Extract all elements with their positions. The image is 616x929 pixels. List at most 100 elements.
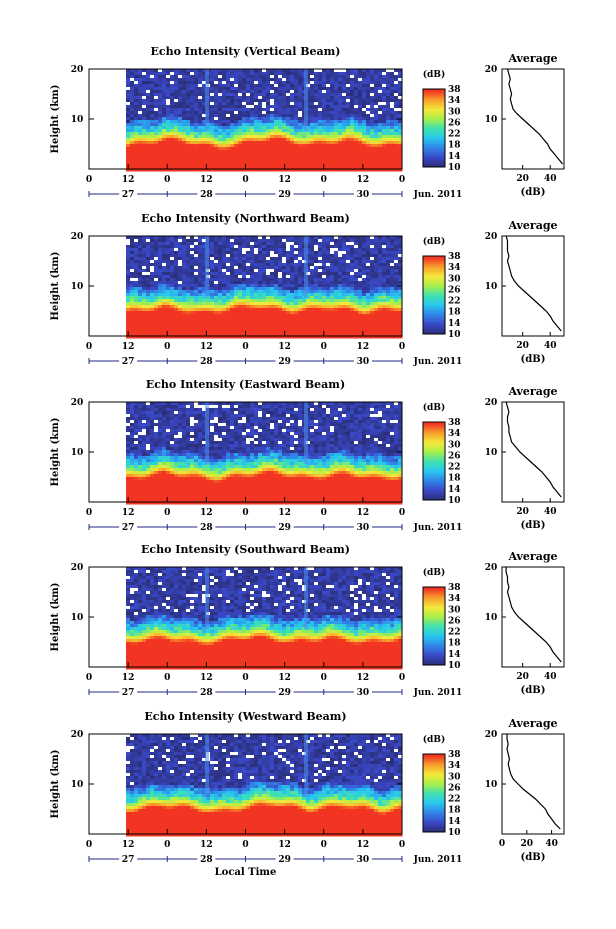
heatmap-cell xyxy=(350,120,355,124)
heatmap-cell xyxy=(342,87,347,91)
heatmap-cell xyxy=(206,147,211,151)
heatmap-cell xyxy=(378,293,383,297)
heatmap-cell xyxy=(294,293,299,297)
heatmap-cell xyxy=(270,248,275,252)
heatmap-cell xyxy=(142,266,147,270)
heatmap-cell xyxy=(314,242,319,246)
heatmap-cell xyxy=(242,135,247,139)
heatmap-cell xyxy=(278,239,283,243)
heatmap-cell xyxy=(326,281,331,285)
heatmap-cell xyxy=(282,308,287,312)
heatmap-cell xyxy=(214,81,219,85)
heatmap-cell xyxy=(178,302,183,306)
heatmap-cell xyxy=(258,281,263,285)
heatmap-cell xyxy=(354,311,359,315)
heatmap-cell xyxy=(370,311,375,315)
heatmap-cell xyxy=(282,302,287,306)
colorbar-band xyxy=(423,259,445,263)
heatmap-cell xyxy=(178,162,183,166)
heatmap-cell xyxy=(386,102,391,106)
heatmap-cell xyxy=(298,314,303,318)
heatmap-cell xyxy=(198,302,203,306)
heatmap-cell xyxy=(330,150,335,154)
heatmap-cell xyxy=(262,126,267,130)
heatmap-cell xyxy=(182,299,187,303)
heatmap-cell xyxy=(170,138,175,142)
heatmap-cell xyxy=(286,69,291,73)
heatmap-cell xyxy=(126,429,131,433)
heatmap-cell xyxy=(222,317,227,321)
heatmap-cell xyxy=(190,269,195,273)
heatmap-cell xyxy=(290,102,295,106)
heatmap-cell xyxy=(330,293,335,297)
heatmap-cell xyxy=(270,72,275,76)
heatmap-cell xyxy=(214,254,219,258)
heatmap-cell xyxy=(226,126,231,130)
heatmap-cell xyxy=(134,159,139,163)
heatmap-cell xyxy=(374,93,379,97)
heatmap-cell xyxy=(178,156,183,160)
heatmap-cell xyxy=(210,236,215,240)
heatmap-cell xyxy=(146,266,151,270)
heatmap-cell xyxy=(146,326,151,330)
heatmap-cell xyxy=(126,138,131,142)
heatmap-cell xyxy=(134,81,139,85)
heatmap-cell xyxy=(130,251,135,255)
heatmap-cell xyxy=(314,138,319,142)
heatmap-cell xyxy=(246,260,251,264)
heatmap-cell xyxy=(394,117,399,121)
heatmap-cell xyxy=(154,272,159,276)
heatmap-cell xyxy=(262,266,267,270)
heatmap-cell xyxy=(318,123,323,127)
heatmap-cell xyxy=(250,323,255,327)
heatmap-cell xyxy=(266,105,271,109)
heatmap-cell xyxy=(342,335,347,339)
heatmap-cell xyxy=(326,263,331,267)
heatmap-cell xyxy=(370,144,375,148)
heatmap-cell xyxy=(370,78,375,82)
heatmap-cell xyxy=(162,260,167,264)
heatmap-cell xyxy=(214,320,219,324)
heatmap-cell xyxy=(254,272,259,276)
heatmap-cell xyxy=(142,162,147,166)
heatmap-cell xyxy=(314,290,319,294)
heatmap-cell xyxy=(374,84,379,88)
heatmap-cell xyxy=(358,248,363,252)
heatmap-cell xyxy=(354,269,359,273)
heatmap-cell xyxy=(270,239,275,243)
heatmap-cell xyxy=(334,111,339,115)
heatmap-cell xyxy=(158,102,163,106)
heatmap-cell xyxy=(374,275,379,279)
heatmap-cell xyxy=(314,120,319,124)
heatmap-cell xyxy=(386,320,391,324)
heatmap-cell xyxy=(274,69,279,73)
heatmap-cell xyxy=(198,114,203,118)
heatmap-cell xyxy=(342,144,347,148)
heatmap-cell xyxy=(338,114,343,118)
heatmap-cell xyxy=(218,278,223,282)
heatmap-cell xyxy=(338,138,343,142)
heatmap-cell xyxy=(190,138,195,142)
heatmap-cell xyxy=(358,156,363,160)
heatmap-cell xyxy=(130,168,135,172)
heatmap-cell xyxy=(394,239,399,243)
heatmap-cell xyxy=(282,257,287,261)
heatmap-cell xyxy=(134,138,139,142)
heatmap-cell xyxy=(154,275,159,279)
heatmap-cell xyxy=(354,144,359,148)
heatmap-cell xyxy=(142,332,147,336)
heatmap-cell xyxy=(226,323,231,327)
heatmap-cell xyxy=(282,311,287,315)
heatmap-cell xyxy=(234,293,239,297)
heatmap-cell xyxy=(278,162,283,166)
heatmap-cell xyxy=(250,299,255,303)
heatmap-cell xyxy=(354,296,359,300)
heatmap-cell xyxy=(366,317,371,321)
heatmap-cell xyxy=(150,72,155,76)
heatmap-cell xyxy=(378,272,383,276)
heatmap-cell xyxy=(362,299,367,303)
heatmap-cell xyxy=(242,284,247,288)
heatmap-cell xyxy=(170,105,175,109)
heatmap-cell xyxy=(226,111,231,115)
heatmap-cell xyxy=(358,335,363,339)
